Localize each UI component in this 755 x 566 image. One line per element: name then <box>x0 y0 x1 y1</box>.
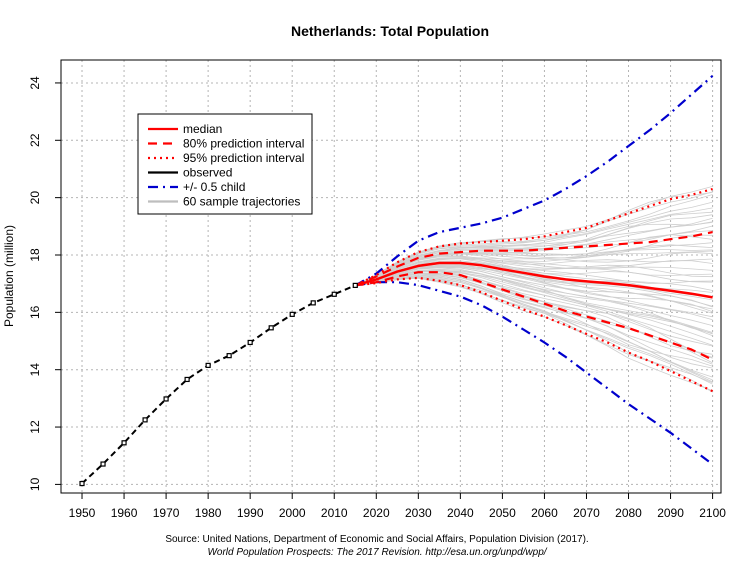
x-tick-label: 1990 <box>237 506 264 520</box>
x-tick-label: 2010 <box>321 506 348 520</box>
observed-point <box>79 480 85 487</box>
sample-trajectory <box>355 265 713 314</box>
legend-label: 80% prediction interval <box>183 137 304 151</box>
x-tick-label: 2100 <box>699 506 726 520</box>
sample-trajectory <box>355 260 713 286</box>
series-80-lower <box>355 271 714 361</box>
observed-point <box>352 282 358 288</box>
legend-label: 95% prediction interval <box>183 151 304 165</box>
y-tick-label: 24 <box>28 76 42 90</box>
y-tick-label: 20 <box>28 191 42 205</box>
sample-trajectory <box>355 269 713 335</box>
sample-trajectory <box>355 244 713 286</box>
observed-point <box>247 339 253 346</box>
y-tick-label: 12 <box>28 420 42 434</box>
observed-point <box>226 353 232 359</box>
x-tick-label: 2060 <box>531 506 558 520</box>
series-lines <box>79 74 714 487</box>
y-axis-label: Population (million) <box>2 225 16 327</box>
y-tick-label: 16 <box>28 305 42 319</box>
series--0-5-child <box>355 281 714 466</box>
sample-trajectory <box>355 257 713 286</box>
x-tick-label: 1980 <box>195 506 222 520</box>
y-axis: 10 12 14 16 18 20 22 24 <box>28 76 61 491</box>
legend-box <box>137 113 313 215</box>
legend-label: +/- 0.5 child <box>183 180 245 194</box>
series-median <box>354 261 713 299</box>
y-tick-label: 18 <box>28 248 42 262</box>
y-tick-label: 14 <box>28 363 42 377</box>
observed-point <box>100 461 106 467</box>
y-tick-label: 22 <box>28 133 42 147</box>
series-95-upper <box>354 187 713 287</box>
sample-trajectory <box>355 274 713 369</box>
x-tick-label: 2030 <box>405 506 432 520</box>
plot-frame <box>60 59 722 494</box>
sample-trajectory <box>355 257 713 286</box>
sample-trajectory <box>355 276 713 383</box>
sample-trajectory <box>355 265 713 313</box>
legend-label: observed <box>183 166 232 180</box>
source-line-1: Source: United Nations, Department of Ec… <box>165 534 588 545</box>
legend-label: median <box>183 122 222 136</box>
observed-point <box>310 300 316 306</box>
x-tick-label: 2080 <box>615 506 642 520</box>
observed-point <box>163 396 169 402</box>
source-line-2: World Population Prospects: The 2017 Rev… <box>207 547 547 558</box>
x-tick-label: 2090 <box>657 506 684 520</box>
observed-point <box>268 325 274 331</box>
legend-label: 60 sample trajectories <box>183 195 300 209</box>
sample-trajectory <box>355 255 713 286</box>
observed-point <box>142 417 148 423</box>
sample-trajectory <box>355 266 713 321</box>
observed-point <box>331 291 337 297</box>
x-tick-label: 1960 <box>111 506 138 520</box>
series-80-upper <box>354 231 713 287</box>
x-tick-label: 2020 <box>363 506 390 520</box>
chart-title: Netherlands: Total Population <box>291 23 489 39</box>
observed-point <box>121 440 127 446</box>
x-tick-label: 2000 <box>279 506 306 520</box>
y-tick-label: 10 <box>28 477 42 491</box>
observed-point <box>289 311 295 317</box>
x-tick-label: 1970 <box>153 506 180 520</box>
x-tick-label: 2070 <box>573 506 600 520</box>
observed-point <box>205 362 211 368</box>
x-tick-label: 2040 <box>447 506 474 520</box>
sample-trajectory <box>355 211 713 286</box>
x-axis: 1950 1960 1970 1980 1990 2000 2010 2020 2030 2040… <box>69 493 726 520</box>
sample-trajectory <box>355 277 713 393</box>
sample-trajectory <box>355 221 713 286</box>
series-observed <box>81 284 356 485</box>
series--0-5-child <box>354 74 714 287</box>
observed-point <box>184 376 190 383</box>
x-tick-label: 1950 <box>69 506 96 520</box>
x-tick-label: 2050 <box>489 506 516 520</box>
